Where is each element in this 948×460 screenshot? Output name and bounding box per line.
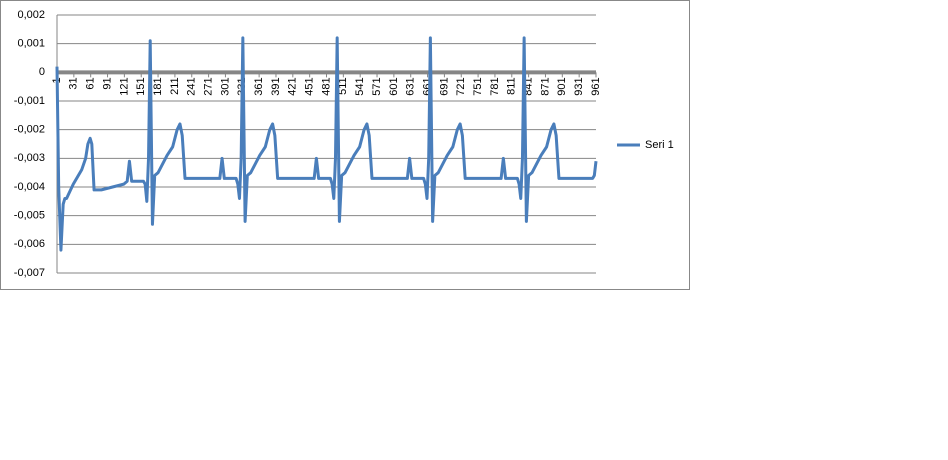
x-tick-label: 541 — [354, 77, 366, 95]
x-tick-label: 811 — [506, 77, 518, 95]
x-tick-label: 31 — [68, 77, 80, 89]
y-tick-label: -0,001 — [14, 95, 45, 107]
y-tick-label: 0 — [39, 66, 45, 78]
x-tick-label: 121 — [118, 77, 130, 95]
x-tick-label: 781 — [489, 77, 501, 95]
x-tick-label: 61 — [85, 77, 97, 89]
x-tick-label: 691 — [438, 77, 450, 95]
x-tick-label: 91 — [101, 77, 113, 89]
x-tick-label: 511 — [337, 77, 349, 95]
y-tick-label: -0,006 — [14, 238, 45, 250]
x-tick-label: 361 — [253, 77, 265, 95]
chart-frame — [0, 0, 690, 290]
y-tick-label: -0,005 — [14, 210, 45, 222]
x-tick-label: 721 — [455, 77, 467, 95]
x-tick-label: 301 — [219, 77, 231, 95]
x-tick-label: 931 — [573, 77, 585, 95]
y-tick-label: -0,007 — [14, 267, 45, 279]
x-tick-label: 451 — [304, 77, 316, 95]
x-tick-label: 481 — [320, 77, 332, 95]
x-tick-label: 901 — [556, 77, 568, 95]
x-tick-label: 181 — [152, 77, 164, 95]
series-line — [55, 36, 598, 252]
x-tick-label: 601 — [388, 77, 400, 95]
x-tick-label: 631 — [405, 77, 417, 95]
x-tick-label: 871 — [539, 77, 551, 95]
x-tick-label: 421 — [287, 77, 299, 95]
x-tick-label: 241 — [186, 77, 198, 95]
x-tick-label: 211 — [169, 77, 181, 95]
y-tick-label: 0,001 — [17, 38, 45, 50]
x-tick-label: 391 — [270, 77, 282, 95]
x-tick-label: 271 — [203, 77, 215, 95]
legend-label: Seri 1 — [645, 139, 674, 151]
x-tick-label: 751 — [472, 77, 484, 95]
x-tick-label: 961 — [590, 77, 602, 95]
y-tick-label: -0,002 — [14, 124, 45, 136]
y-tick-label: -0,004 — [14, 181, 45, 193]
x-tick-label: 571 — [371, 77, 383, 95]
x-tick-label: 151 — [135, 77, 147, 95]
y-tick-label: 0,002 — [17, 9, 45, 21]
y-tick-label: -0,003 — [14, 152, 45, 164]
